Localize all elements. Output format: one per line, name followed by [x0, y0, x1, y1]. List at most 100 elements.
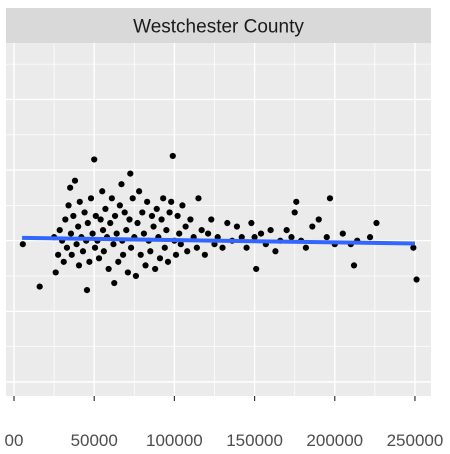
- data-point: [153, 205, 160, 213]
- x-tick-label: 100000: [146, 431, 203, 450]
- data-point: [56, 226, 63, 234]
- data-point: [132, 272, 140, 280]
- data-point: [413, 276, 420, 283]
- data-point: [233, 223, 241, 230]
- data-point: [144, 198, 151, 205]
- data-point: [129, 195, 136, 202]
- data-point: [302, 244, 310, 251]
- data-point: [168, 198, 175, 205]
- data-point: [211, 241, 218, 248]
- data-point: [323, 234, 330, 241]
- data-point: [91, 156, 98, 163]
- data-point: [152, 265, 159, 273]
- data-point: [172, 251, 180, 258]
- data-point: [83, 287, 91, 294]
- data-point: [195, 195, 202, 202]
- data-point: [63, 244, 71, 251]
- data-point: [315, 216, 322, 223]
- data-point: [150, 223, 157, 230]
- data-point: [110, 241, 117, 248]
- data-point: [293, 198, 300, 205]
- data-point: [166, 209, 173, 216]
- data-point: [99, 188, 106, 195]
- data-point: [105, 265, 112, 273]
- data-point: [100, 248, 107, 255]
- data-point: [87, 195, 95, 202]
- data-point: [350, 262, 358, 269]
- data-point: [208, 216, 215, 223]
- data-point: [108, 195, 115, 202]
- facet-strip: [6, 8, 431, 43]
- data-point: [70, 212, 77, 220]
- data-point: [272, 248, 279, 255]
- data-point: [116, 202, 123, 209]
- data-point: [76, 198, 83, 205]
- data-point: [119, 251, 127, 258]
- data-point: [127, 244, 135, 251]
- data-point: [164, 258, 172, 265]
- data-point: [91, 244, 99, 251]
- minor-gridlines: [6, 43, 431, 396]
- data-point: [248, 219, 255, 227]
- data-point: [224, 219, 231, 227]
- data-point: [158, 216, 165, 223]
- x-tick-label: 250000: [387, 431, 444, 450]
- data-point: [187, 216, 194, 223]
- data-point: [84, 219, 91, 227]
- data-point: [89, 230, 96, 237]
- data-point: [410, 244, 417, 251]
- data-point: [161, 244, 168, 251]
- data-point: [136, 188, 143, 195]
- data-point: [174, 212, 181, 220]
- data-point: [288, 234, 295, 241]
- data-point: [283, 226, 290, 234]
- data-point: [156, 255, 164, 262]
- data-point: [67, 184, 74, 191]
- data-point: [55, 251, 62, 258]
- data-point: [163, 226, 170, 234]
- data-point: [179, 202, 186, 209]
- x-tick-label: 50000: [71, 431, 118, 450]
- data-point: [160, 195, 167, 202]
- data-point: [75, 223, 82, 230]
- data-point: [60, 258, 67, 265]
- data-point: [139, 209, 146, 216]
- data-point: [99, 226, 107, 234]
- data-point: [198, 226, 205, 234]
- data-point: [36, 283, 43, 290]
- data-point: [121, 209, 128, 216]
- data-point: [201, 251, 208, 258]
- data-point: [309, 223, 316, 230]
- data-point: [253, 265, 260, 273]
- data-point: [95, 255, 103, 262]
- data-point: [86, 258, 93, 265]
- data-point: [126, 216, 133, 223]
- data-point: [79, 248, 87, 255]
- data-point: [75, 262, 83, 269]
- x-tick-label: 200000: [306, 431, 363, 450]
- data-point: [97, 216, 104, 223]
- data-point: [92, 212, 99, 220]
- data-point: [124, 269, 131, 276]
- data-point: [339, 230, 346, 237]
- data-point: [102, 205, 109, 213]
- data-point: [176, 230, 183, 237]
- data-point: [182, 223, 189, 230]
- data-point: [326, 195, 334, 202]
- trend-line: [22, 235, 415, 246]
- data-point: [65, 202, 72, 209]
- data-point: [140, 230, 148, 237]
- data-point: [184, 248, 191, 255]
- data-point: [73, 241, 80, 248]
- data-point: [193, 244, 200, 251]
- data-point: [238, 234, 245, 241]
- data-point: [137, 251, 144, 258]
- data-point: [62, 216, 69, 223]
- data-point: [52, 269, 59, 276]
- data-point: [67, 230, 75, 237]
- data-point: [127, 170, 134, 177]
- data-point: [142, 262, 149, 269]
- data-point: [251, 234, 258, 241]
- data-point: [291, 209, 298, 216]
